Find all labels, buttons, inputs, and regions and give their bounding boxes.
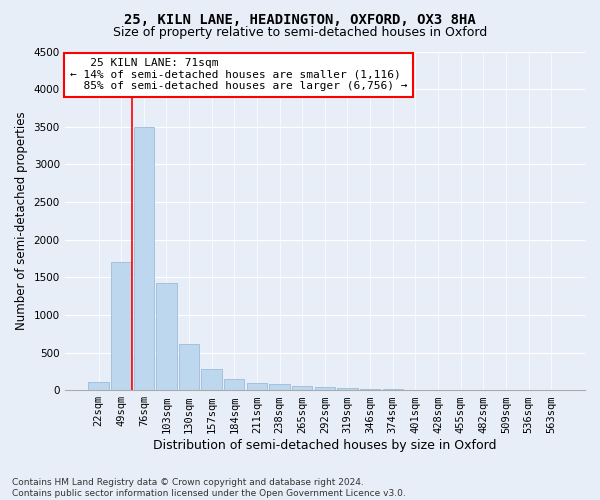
Y-axis label: Number of semi-detached properties: Number of semi-detached properties — [15, 112, 28, 330]
Bar — [224, 379, 244, 390]
Bar — [269, 384, 290, 390]
Text: Size of property relative to semi-detached houses in Oxford: Size of property relative to semi-detach… — [113, 26, 487, 39]
Bar — [314, 387, 335, 390]
Text: 25 KILN LANE: 71sqm
← 14% of semi-detached houses are smaller (1,116)
  85% of s: 25 KILN LANE: 71sqm ← 14% of semi-detach… — [70, 58, 407, 92]
Text: 25, KILN LANE, HEADINGTON, OXFORD, OX3 8HA: 25, KILN LANE, HEADINGTON, OXFORD, OX3 8… — [124, 12, 476, 26]
Bar — [202, 369, 222, 390]
Bar — [134, 127, 154, 390]
Bar — [292, 386, 313, 390]
Bar — [156, 282, 176, 390]
Bar — [179, 344, 199, 390]
Bar — [360, 389, 380, 390]
Bar — [111, 262, 131, 390]
Bar — [337, 388, 358, 390]
Bar — [88, 382, 109, 390]
X-axis label: Distribution of semi-detached houses by size in Oxford: Distribution of semi-detached houses by … — [153, 440, 497, 452]
Text: Contains HM Land Registry data © Crown copyright and database right 2024.
Contai: Contains HM Land Registry data © Crown c… — [12, 478, 406, 498]
Bar — [247, 383, 267, 390]
